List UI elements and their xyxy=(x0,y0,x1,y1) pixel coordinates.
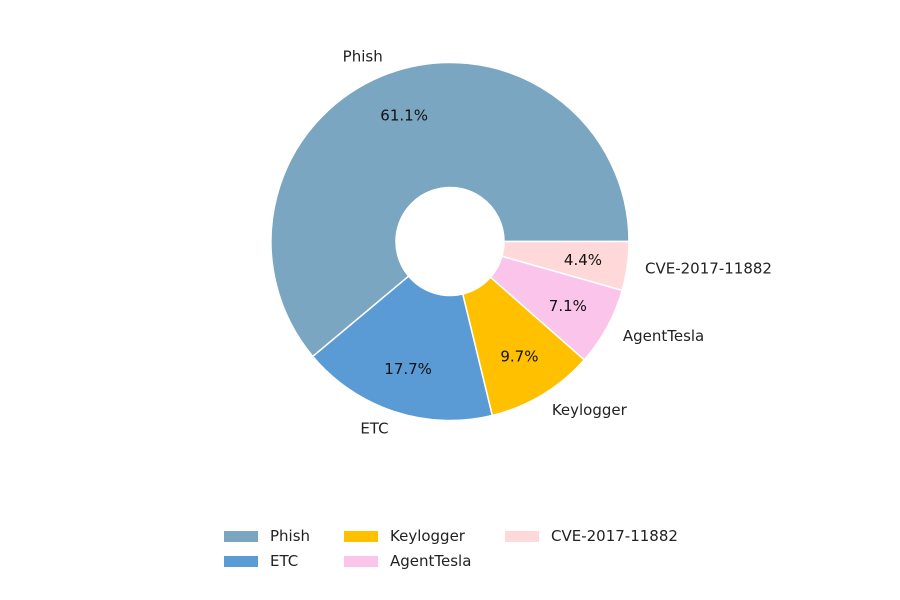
legend-label-phish: Phish xyxy=(270,527,310,545)
pct-label-phish: 61.1% xyxy=(380,106,428,124)
legend-label-etc: ETC xyxy=(270,552,298,570)
legend-swatch-agenttesla xyxy=(344,556,378,567)
legend-swatch-keylogger xyxy=(344,531,378,542)
slice-phish xyxy=(270,61,630,358)
slice-etc xyxy=(311,275,494,422)
donut-slices xyxy=(270,61,630,422)
category-label-agenttesla: AgentTesla xyxy=(623,327,704,345)
category-label-phish: Phish xyxy=(343,47,383,65)
category-label-keylogger: Keylogger xyxy=(552,401,628,419)
category-label-etc: ETC xyxy=(360,420,388,438)
legend-swatch-etc xyxy=(224,556,258,567)
slice-labels: 61.1% Phish 17.7% ETC 9.7% Keylogger 7.1% Agent… xyxy=(343,47,772,437)
legend-label-keylogger: Keylogger xyxy=(390,527,466,545)
legend-swatch-cve-2017-11882 xyxy=(505,531,539,542)
category-label-cve-2017-11882: CVE-2017-11882 xyxy=(645,260,772,278)
slice-cve-2017-11882 xyxy=(501,240,630,292)
legend-swatch-phish xyxy=(224,531,258,542)
pct-label-agenttesla: 7.1% xyxy=(549,297,587,315)
pct-label-etc: 17.7% xyxy=(384,360,432,378)
legend-label-agenttesla: AgentTesla xyxy=(390,552,471,570)
pct-label-cve-2017-11882: 4.4% xyxy=(564,251,602,269)
legend: Phish ETC Keylogger AgentTesla CVE-2017-1188… xyxy=(224,527,678,570)
pct-label-keylogger: 9.7% xyxy=(500,347,538,365)
legend-label-cve-2017-11882: CVE-2017-11882 xyxy=(551,527,678,545)
